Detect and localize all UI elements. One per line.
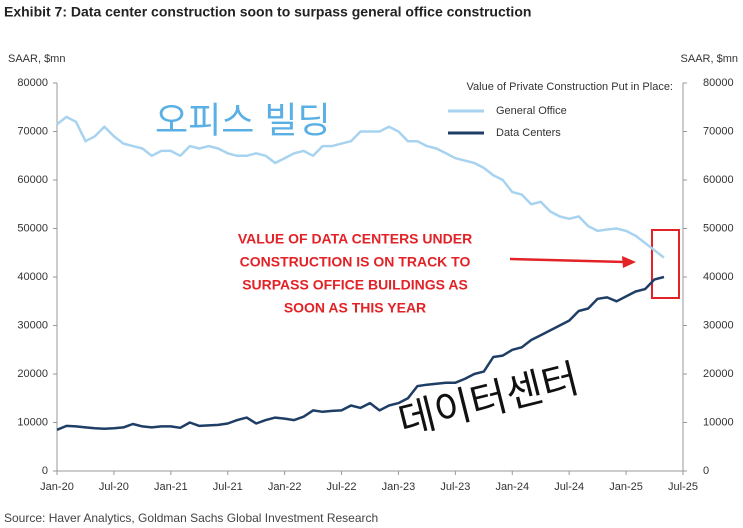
x-tick-label: Jan-22 [268, 481, 302, 493]
annotation: SURPASS OFFICE BUILDINGS AS [242, 277, 468, 293]
y2-tick-label: 80000 [703, 77, 734, 89]
legend-label: Data Centers [496, 127, 561, 139]
annotation: VALUE OF DATA CENTERS UNDER [238, 231, 472, 247]
series-line [56, 275, 665, 431]
y2-tick-label: 60000 [703, 174, 734, 186]
highlight-box [651, 229, 680, 299]
y2-axis-label: SAAR, $mn [681, 53, 738, 65]
y2-tick-label: 0 [703, 465, 709, 477]
chart-title: Exhibit 7: Data center construction soon… [4, 4, 531, 20]
overlay-text: 데이터센터 [394, 357, 583, 444]
y2-tick-label: 50000 [703, 222, 734, 234]
y-tick-label: 10000 [17, 416, 48, 428]
y2-tick-label: 20000 [703, 368, 734, 380]
y2-tick-label: 70000 [703, 125, 734, 137]
source: Source: Haver Analytics, Goldman Sachs G… [4, 511, 378, 525]
y-tick-label: 60000 [17, 174, 48, 186]
x-tick-label: Jul-21 [213, 481, 243, 493]
arrow-head [622, 256, 636, 268]
x-tick-label: Jul-22 [327, 481, 357, 493]
arrow [509, 257, 626, 264]
y-tick-label: 40000 [17, 271, 48, 283]
x-tick-label: Jan-20 [40, 481, 74, 493]
x-tick-label: Jul-25 [668, 481, 698, 493]
y-tick-label: 30000 [17, 319, 48, 331]
y-tick-label: 50000 [17, 222, 48, 234]
series-line [56, 115, 665, 259]
x-tick-label: Jul-24 [554, 481, 584, 493]
annotation: SOON AS THIS YEAR [284, 300, 426, 316]
y2-tick-label: 40000 [703, 271, 734, 283]
overlay-text: 오피스 빌딩 [155, 100, 331, 141]
x-tick-label: Jan-25 [609, 481, 643, 493]
y-tick-label: 20000 [17, 368, 48, 380]
x-tick-label: Jan-24 [495, 481, 529, 493]
y-axis-label: SAAR, $mn [8, 53, 65, 65]
legend-label: General Office [496, 105, 567, 117]
y-tick-label: 70000 [17, 125, 48, 137]
x-tick-label: Jan-21 [154, 481, 188, 493]
x-tick-label: Jul-20 [99, 481, 129, 493]
x-tick-label: Jan-23 [382, 481, 416, 493]
x-tick-label: Jul-23 [440, 481, 470, 493]
y2-tick-label: 30000 [703, 319, 734, 331]
y-tick-label: 0 [42, 465, 48, 477]
y-tick-label: 80000 [17, 77, 48, 89]
legend-title: Value of Private Construction Put in Pla… [467, 81, 673, 93]
y2-tick-label: 10000 [703, 416, 734, 428]
annotation: CONSTRUCTION IS ON TRACK TO [240, 254, 471, 270]
